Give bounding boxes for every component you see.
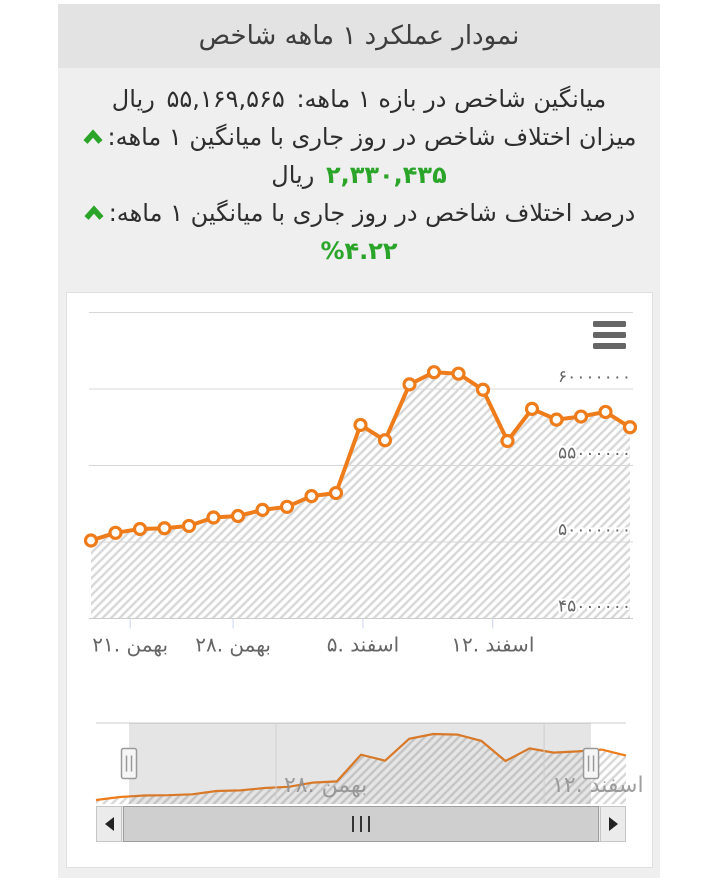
chart-card: ۴۵۰۰۰۰۰۰ ۵۰۰۰۰۰۰۰ ۵۵۰۰۰۰۰۰ ۶۰۰۰۰۰۰۰ ۲۱. بهمن… [66,292,653,868]
stat-difference-unit: ریال [271,161,315,189]
hamburger-icon [593,343,626,349]
triangle-right-icon [608,817,618,831]
stat-average-unit: ریال [111,85,155,113]
hamburger-icon [593,321,626,327]
header-band: نمودار عملکرد ۱ ماهه شاخص [58,4,660,68]
navigator-line [95,732,627,802]
stat-average-label: میانگین شاخص در بازه ۱ ماهه: [296,85,607,113]
scrollbar-left-button[interactable] [96,806,122,842]
navigator-handle-right[interactable] [582,747,600,780]
navigator-mask[interactable] [129,723,592,804]
scrollbar-thumb[interactable] [123,806,599,842]
y-axis-label: ۵۵۰۰۰۰۰۰ [558,444,631,464]
scrollbar-right-button[interactable] [600,806,626,842]
navigator[interactable]: ۲۸. بهمن اسفند .۱۲ [95,722,644,804]
stat-difference: میزان اختلاف شاخص در روز جاری با میانگین… [62,118,656,194]
stat-difference-label: میزان اختلاف شاخص در روز جاری با میانگین… [107,123,637,151]
stat-average: میانگین شاخص در بازه ۱ ماهه: ۵۵,۱۶۹,۵۶۵ … [62,80,656,118]
stats-panel: میانگین شاخص در بازه ۱ ماهه: ۵۵,۱۶۹,۵۶۵ … [58,68,660,270]
stat-average-value: ۵۵,۱۶۹,۵۶۵ [166,85,285,113]
main-plot: ۴۵۰۰۰۰۰۰ ۵۰۰۰۰۰۰۰ ۵۵۰۰۰۰۰۰ ۶۰۰۰۰۰۰۰ ۲۱. بهمن… [83,312,638,657]
chart-menu-button[interactable] [593,321,626,349]
performance-chart: ۴۵۰۰۰۰۰۰ ۵۰۰۰۰۰۰۰ ۵۵۰۰۰۰۰۰ ۶۰۰۰۰۰۰۰ ۲۱. بهمن… [83,312,644,804]
navigator-handle-left[interactable] [120,747,138,780]
grip-lines-icon [368,816,370,832]
y-axis-label: ۴۵۰۰۰۰۰۰ [558,597,631,617]
stat-percent-label: درصد اختلاف شاخص در روز جاری با میانگین … [108,199,636,227]
up-chevron-icon [82,118,104,156]
y-axis-label: ۶۰۰۰۰۰۰۰ [558,367,631,387]
stat-percent-value: ۴.۲۲% [320,237,398,265]
grip-lines-icon [352,816,354,832]
triangle-left-icon [104,817,114,831]
chart-scrollbar [96,806,626,842]
navigator-axis-label: ۲۸. بهمن [284,773,367,798]
page-title: نمودار عملکرد ۱ ماهه شاخص [198,21,520,51]
series-points[interactable] [83,365,638,548]
stat-difference-value: ۲,۳۳۰,۴۳۵ [325,161,447,189]
stat-percent: درصد اختلاف شاخص در روز جاری با میانگین … [62,194,656,270]
y-axis-label: ۵۰۰۰۰۰۰۰ [558,520,631,540]
x-axis-label: ۲۱. بهمن [92,633,168,657]
area-fill [91,372,630,619]
x-axis-label: ۲۸. بهمن [195,633,271,657]
widget-column: نمودار عملکرد ۱ ماهه شاخص میانگین شاخص د… [58,4,660,878]
grip-lines-icon [360,816,362,832]
hamburger-icon [593,332,626,338]
x-axis-label: ۵. اسفند [327,633,399,657]
x-axis-label: ۱۲. اسفند [451,633,534,657]
up-chevron-icon [83,194,105,232]
